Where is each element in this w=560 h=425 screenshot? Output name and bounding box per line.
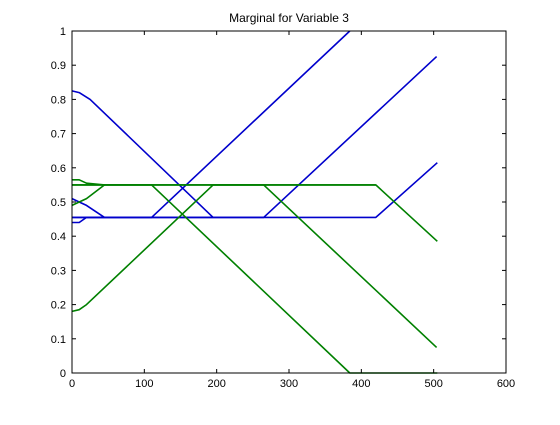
y-tick-label: 1 bbox=[60, 26, 66, 38]
y-tick-label: 0.8 bbox=[51, 94, 66, 106]
y-tick-label: 0.5 bbox=[51, 197, 66, 209]
x-tick-label: 300 bbox=[280, 378, 298, 390]
x-tick-label: 400 bbox=[352, 378, 370, 390]
x-tick-label: 100 bbox=[135, 378, 153, 390]
x-tick-label: 600 bbox=[497, 378, 515, 390]
series-line-green-7 bbox=[71, 184, 105, 207]
y-tick-label: 0.7 bbox=[51, 129, 66, 141]
series-line-blue-2 bbox=[71, 197, 105, 219]
y-tick-label: 0.3 bbox=[51, 265, 66, 277]
y-tick-label: 0.1 bbox=[51, 334, 66, 346]
y-tick-label: 0.6 bbox=[51, 163, 66, 175]
series-line-blue-1 bbox=[71, 90, 214, 218]
y-tick-label: 0 bbox=[60, 368, 66, 380]
series-line-green-10 bbox=[72, 184, 438, 242]
series-layer bbox=[71, 30, 438, 374]
y-tick-label: 0.2 bbox=[51, 300, 66, 312]
chart-title: Marginal for Variable 3 bbox=[229, 11, 349, 25]
x-tick-label: 200 bbox=[207, 378, 225, 390]
series-line-blue-5 bbox=[72, 162, 438, 219]
x-tick-label: 0 bbox=[69, 378, 75, 390]
x-tick-label: 500 bbox=[424, 378, 442, 390]
axes-layer: 0 100 200 300 400 500 600 0 0.1 0.2 0.3 0.4 0.5 0.6 0.… bbox=[51, 26, 515, 390]
y-tick-label: 0.4 bbox=[51, 231, 66, 243]
y-tick-label: 0.9 bbox=[51, 60, 66, 72]
